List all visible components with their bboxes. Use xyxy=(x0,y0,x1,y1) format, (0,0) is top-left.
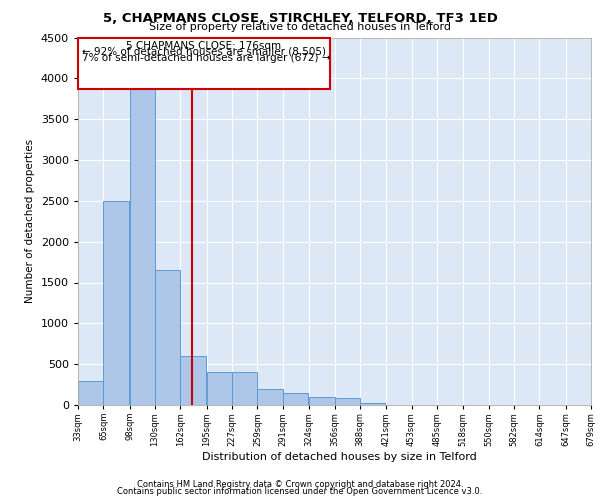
Text: Contains HM Land Registry data © Crown copyright and database right 2024.: Contains HM Land Registry data © Crown c… xyxy=(137,480,463,489)
Text: Size of property relative to detached houses in Telford: Size of property relative to detached ho… xyxy=(149,22,451,32)
Bar xyxy=(309,397,335,405)
Bar xyxy=(78,380,103,405)
Bar xyxy=(130,74,155,405)
Text: ← 92% of detached houses are smaller (8,505): ← 92% of detached houses are smaller (8,… xyxy=(82,46,326,56)
Text: 5 CHAPMANS CLOSE: 176sqm: 5 CHAPMANS CLOSE: 176sqm xyxy=(127,41,281,51)
Bar xyxy=(206,372,232,405)
FancyBboxPatch shape xyxy=(78,38,330,89)
Bar xyxy=(283,393,308,405)
Bar xyxy=(232,372,257,405)
Bar xyxy=(257,388,283,405)
Text: Distribution of detached houses by size in Telford: Distribution of detached houses by size … xyxy=(202,452,476,462)
Text: 5, CHAPMANS CLOSE, STIRCHLEY, TELFORD, TF3 1ED: 5, CHAPMANS CLOSE, STIRCHLEY, TELFORD, T… xyxy=(103,12,497,26)
Y-axis label: Number of detached properties: Number of detached properties xyxy=(25,139,35,304)
Bar xyxy=(335,398,360,405)
Bar xyxy=(181,356,206,405)
Bar xyxy=(103,201,129,405)
Text: 7% of semi-detached houses are larger (672) →: 7% of semi-detached houses are larger (6… xyxy=(82,53,331,63)
Bar xyxy=(360,402,385,405)
Text: Contains public sector information licensed under the Open Government Licence v3: Contains public sector information licen… xyxy=(118,487,482,496)
Bar xyxy=(155,270,181,405)
